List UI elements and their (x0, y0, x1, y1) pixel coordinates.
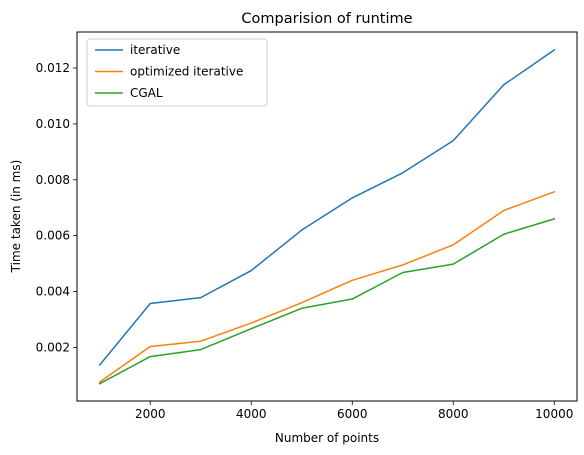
legend: iterative optimized iterative CGAL (86, 38, 268, 107)
x-tick-label: 10000 (535, 407, 573, 421)
legend-label-1: optimized iterative (130, 65, 243, 79)
y-tick-label: 0.004 (36, 285, 70, 299)
series-line-1 (98, 190, 556, 384)
legend-label-2: CGAL (130, 86, 163, 100)
y-axis-label: Time taken (in ms) (9, 160, 23, 274)
x-axis-ticks: 2000 4000 6000 8000 10000 (135, 401, 573, 421)
y-tick-label: 0.006 (36, 229, 70, 243)
y-tick-label: 0.012 (36, 61, 70, 75)
plot-lines (98, 48, 556, 385)
y-tick-label: 0.010 (36, 117, 70, 131)
legend-label-0: iterative (130, 43, 180, 57)
series-line-0 (98, 48, 556, 367)
x-tick-label: 8000 (438, 407, 469, 421)
x-axis-label: Number of points (275, 431, 379, 445)
x-tick-label: 2000 (135, 407, 166, 421)
x-tick-label: 6000 (337, 407, 368, 421)
y-tick-label: 0.008 (36, 173, 70, 187)
x-tick-label: 4000 (236, 407, 267, 421)
plot-frame (76, 31, 578, 402)
chart-title: Comparision of runtime (241, 11, 412, 27)
y-tick-label: 0.002 (36, 340, 70, 354)
legend-frame (86, 38, 268, 107)
y-axis-ticks: 0.002 0.004 0.006 0.008 0.010 0.012 (36, 61, 77, 354)
series-line-2 (98, 217, 556, 385)
